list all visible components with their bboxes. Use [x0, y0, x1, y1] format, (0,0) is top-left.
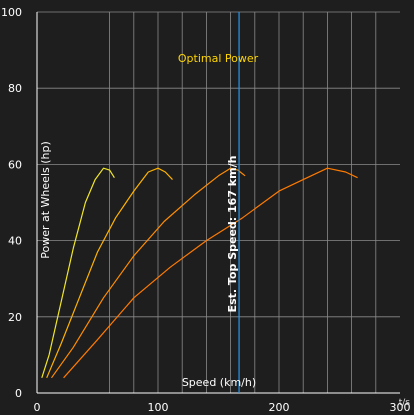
- chart-title: Optimal Power: [178, 52, 259, 65]
- gear-3-power-line: [51, 167, 246, 379]
- x-axis-label: Speed (km/h): [182, 376, 256, 389]
- y-tick-label-60: 60: [8, 158, 22, 171]
- y-tick-label-40: 40: [8, 235, 22, 248]
- gear-1-power-line: [41, 167, 115, 378]
- top-speed-label: Est. Top Speed: 167 km/h: [226, 156, 239, 313]
- y-tick-label-20: 20: [8, 311, 22, 324]
- corner-label: t/s: [399, 398, 411, 408]
- y-tick-label-100: 100: [1, 6, 22, 19]
- series-lines: [41, 167, 358, 379]
- x-tick-label-0: 0: [34, 401, 41, 414]
- x-tick-label-200: 200: [269, 401, 290, 414]
- x-tick-label-300: 300: [390, 401, 411, 414]
- x-tick-label-100: 100: [148, 401, 169, 414]
- y-tick-label-80: 80: [8, 82, 22, 95]
- y-tick-label-0: 0: [15, 387, 22, 400]
- y-axis-label: Power at Wheels (hp): [39, 141, 52, 259]
- top-speed-marker: Est. Top Speed: 167 km/h: [226, 12, 240, 393]
- axes: 0 20 40 60 80 100 0 100 200 300: [1, 6, 411, 414]
- gear-2-power-line: [46, 167, 173, 379]
- grid: [37, 11, 400, 393]
- gear-4-power-line: [63, 167, 358, 379]
